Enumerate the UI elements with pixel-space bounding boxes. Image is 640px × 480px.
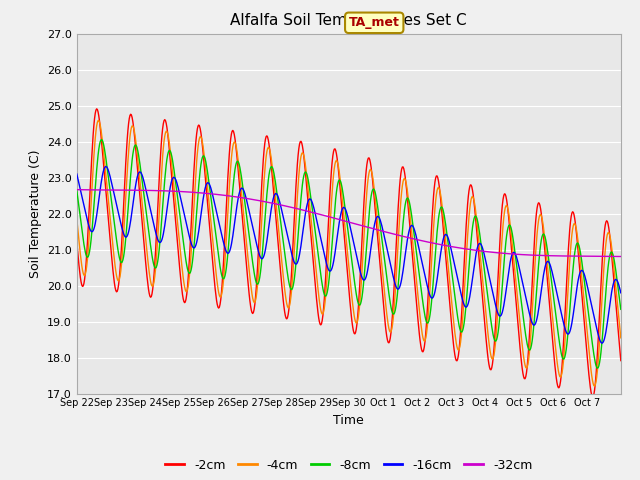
X-axis label: Time: Time bbox=[333, 414, 364, 427]
Legend: -2cm, -4cm, -8cm, -16cm, -32cm: -2cm, -4cm, -8cm, -16cm, -32cm bbox=[160, 454, 538, 477]
Y-axis label: Soil Temperature (C): Soil Temperature (C) bbox=[29, 149, 42, 278]
Text: TA_met: TA_met bbox=[349, 16, 399, 29]
Title: Alfalfa Soil Temperatures Set C: Alfalfa Soil Temperatures Set C bbox=[230, 13, 467, 28]
